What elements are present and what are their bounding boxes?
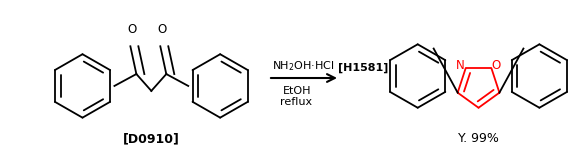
Text: reflux: reflux bbox=[280, 97, 312, 107]
Text: N: N bbox=[456, 59, 465, 72]
Text: EtOH: EtOH bbox=[283, 86, 312, 96]
Text: NH$_2$OH·HCl: NH$_2$OH·HCl bbox=[272, 59, 336, 73]
Text: O: O bbox=[128, 23, 137, 36]
Text: Y. 99%: Y. 99% bbox=[458, 132, 499, 145]
Text: [H1581]: [H1581] bbox=[338, 63, 388, 73]
Text: O: O bbox=[158, 23, 167, 36]
Text: O: O bbox=[492, 59, 501, 72]
Text: [D0910]: [D0910] bbox=[123, 132, 180, 145]
